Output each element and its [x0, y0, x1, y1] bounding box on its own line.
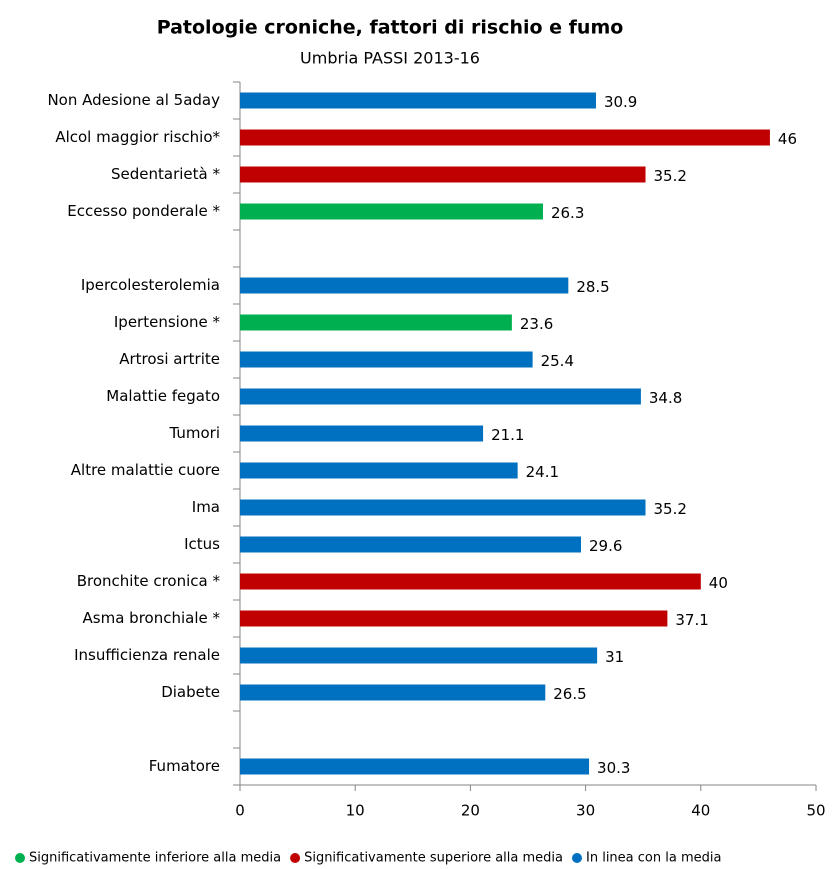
value-label: 26.3: [551, 204, 584, 222]
bar: [240, 314, 512, 331]
value-label: 21.1: [491, 426, 524, 444]
bar: [240, 573, 701, 590]
y-tick-label: Eccesso ponderale *: [67, 202, 220, 220]
bar: [240, 203, 543, 220]
legend-label: In linea con la media: [586, 851, 721, 866]
value-label: 28.5: [576, 278, 609, 296]
bar: [240, 610, 668, 627]
legend-label: Significativamente superiore alla media: [304, 851, 563, 866]
legend-marker: [15, 853, 25, 863]
bar: [240, 129, 770, 146]
value-label: 35.2: [654, 167, 687, 185]
y-tick-label: Tumori: [168, 424, 220, 442]
bar: [240, 351, 533, 368]
value-label: 34.8: [649, 389, 682, 407]
x-tick-label: 50: [806, 802, 825, 820]
y-tick-label: Artrosi artrite: [119, 350, 220, 368]
y-tick-label: Bronchite cronica *: [77, 572, 221, 590]
legend-marker: [290, 853, 301, 863]
y-tick-label: Non Adesione al 5aday: [47, 91, 220, 109]
chart-subtitle: Umbria PASSI 2013-16: [300, 49, 480, 68]
value-label: 30.3: [597, 759, 630, 777]
y-tick-label: Fumatore: [149, 757, 220, 775]
y-tick-label: Ictus: [184, 535, 220, 553]
bar: [240, 425, 484, 442]
value-label: 31: [605, 648, 624, 666]
x-tick-label: 40: [691, 802, 710, 820]
bar: [240, 758, 590, 775]
value-label: 40: [709, 574, 728, 592]
bar: [240, 462, 518, 479]
bar: [240, 388, 641, 405]
legend-marker: [572, 853, 582, 863]
y-tick-label: Asma bronchiale *: [83, 609, 221, 627]
y-tick-label: Alcol maggior rischio*: [55, 128, 220, 146]
value-label: 25.4: [541, 352, 574, 370]
x-tick-label: 20: [461, 802, 480, 820]
x-tick-label: 10: [346, 802, 365, 820]
y-tick-label: Altre malattie cuore: [71, 461, 220, 479]
legend-label: Significativamente inferiore alla media: [29, 851, 281, 866]
y-tick-label: Ipertensione *: [114, 313, 221, 331]
y-tick-label: Diabete: [161, 683, 220, 701]
bar: [240, 647, 598, 664]
y-tick-label: Insufficienza renale: [74, 646, 220, 664]
bar: [240, 277, 569, 294]
y-tick-label: Ima: [192, 498, 220, 516]
bar: [240, 166, 646, 183]
value-label: 23.6: [520, 315, 553, 333]
value-label: 46: [778, 130, 797, 148]
value-label: 26.5: [553, 685, 586, 703]
chart-title: Patologie croniche, fattori di rischio e…: [157, 17, 624, 39]
y-tick-label: Malattie fegato: [106, 387, 220, 405]
value-label: 24.1: [526, 463, 559, 481]
y-tick-label: Sedentarietà *: [111, 165, 220, 183]
value-label: 37.1: [675, 611, 708, 629]
y-tick-label: Ipercolesterolemia: [81, 276, 220, 294]
bar: [240, 536, 581, 553]
x-tick-label: 30: [576, 802, 595, 820]
bar: [240, 92, 596, 109]
x-tick-label: 0: [235, 802, 245, 820]
value-label: 35.2: [654, 500, 687, 518]
bar: [240, 684, 546, 701]
bar: [240, 499, 646, 516]
value-label: 30.9: [604, 93, 637, 111]
value-label: 29.6: [589, 537, 622, 555]
